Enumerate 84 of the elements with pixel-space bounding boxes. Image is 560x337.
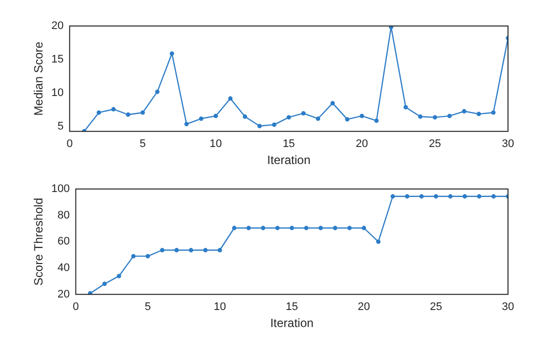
point <box>476 194 482 199</box>
point <box>374 118 379 123</box>
y-axis-title: Median Score <box>32 41 46 116</box>
point <box>88 291 92 294</box>
y-tick-label: 20 <box>58 288 70 300</box>
y-tick-label: 20 <box>51 20 64 32</box>
x-tick-label: 10 <box>214 301 226 314</box>
y-tick-label: 5 <box>58 120 64 133</box>
x-tick-label: 25 <box>430 301 442 314</box>
point <box>404 194 410 199</box>
point <box>116 274 122 278</box>
point <box>174 248 179 252</box>
y-tick-label: 10 <box>51 87 64 100</box>
point <box>447 114 452 118</box>
point <box>272 122 276 127</box>
y-tick-label: 15 <box>51 54 64 66</box>
point <box>491 110 496 115</box>
point <box>476 112 481 116</box>
point <box>316 116 320 121</box>
point <box>214 114 218 118</box>
y-tick-label: 40 <box>58 262 70 274</box>
x-tick-label: 20 <box>356 138 368 150</box>
point <box>418 114 423 119</box>
x-tick-label: 30 <box>502 138 514 150</box>
point <box>218 248 222 252</box>
y-tick-label: 60 <box>58 236 70 248</box>
x-tick-label: 5 <box>140 138 146 150</box>
x-tick-label: 15 <box>282 138 295 150</box>
x-tick-label: 30 <box>502 301 514 314</box>
x-tick-label: 20 <box>358 301 370 314</box>
x-tick-label: 0 <box>66 138 73 150</box>
point <box>448 194 453 199</box>
point <box>146 254 150 258</box>
x-axis-title: Iteration <box>267 153 310 168</box>
point <box>286 115 292 120</box>
y-tick-label: 80 <box>58 209 70 222</box>
point <box>242 114 248 119</box>
point <box>131 254 136 258</box>
point <box>318 226 323 230</box>
point <box>184 122 189 126</box>
point <box>275 226 280 230</box>
point <box>330 101 335 106</box>
point <box>404 105 408 110</box>
point <box>140 110 145 115</box>
point <box>345 117 350 122</box>
point <box>362 226 366 230</box>
x-tick-label: 25 <box>428 138 442 150</box>
point <box>257 124 262 128</box>
point <box>388 26 394 30</box>
x-tick-label: 5 <box>144 301 151 314</box>
point <box>102 282 107 286</box>
point <box>111 107 116 112</box>
point <box>491 194 496 199</box>
point <box>228 96 233 101</box>
point <box>419 194 424 199</box>
point <box>246 226 251 230</box>
point <box>260 226 266 230</box>
point <box>347 226 352 230</box>
point <box>170 51 174 56</box>
point <box>304 226 308 230</box>
x-tick-label: 15 <box>286 301 298 314</box>
point <box>434 194 438 199</box>
point <box>332 226 338 230</box>
point <box>301 111 306 116</box>
point <box>203 248 208 252</box>
point <box>462 194 467 199</box>
y-axis-title: Score Threshold <box>32 198 46 286</box>
point <box>462 109 466 114</box>
point <box>155 90 160 94</box>
x-axis-title: Iteration <box>270 316 314 330</box>
point <box>160 248 164 252</box>
point <box>360 114 364 118</box>
point <box>376 240 381 244</box>
x-tick-label: 10 <box>210 138 222 150</box>
point <box>390 194 395 199</box>
point <box>232 226 236 230</box>
x-tick-label: 0 <box>72 301 79 314</box>
point <box>126 112 130 117</box>
point <box>96 110 102 115</box>
point <box>198 116 204 121</box>
y-tick-label: 100 <box>51 183 70 196</box>
point <box>432 115 438 120</box>
point <box>290 226 294 230</box>
point <box>188 248 194 252</box>
